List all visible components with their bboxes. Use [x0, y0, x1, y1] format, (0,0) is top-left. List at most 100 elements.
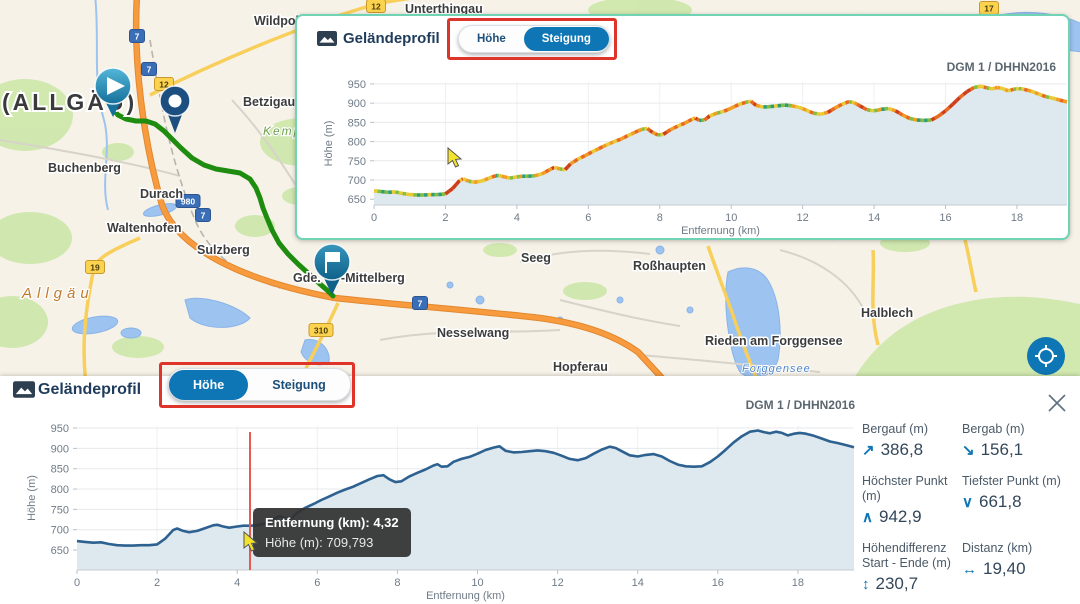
- stat-bergauf-icon: ↗: [862, 442, 875, 459]
- svg-text:2: 2: [154, 577, 160, 589]
- terrain-profile-icon: [317, 31, 337, 51]
- map-minor-roads: [0, 59, 991, 373]
- svg-text:0: 0: [371, 212, 377, 224]
- svg-text:4: 4: [514, 212, 520, 224]
- toggle-steigung[interactable]: Steigung: [523, 27, 609, 51]
- locate-button[interactable]: [1027, 337, 1065, 375]
- toggle-hoehe[interactable]: Höhe: [169, 369, 249, 400]
- svg-text:650: 650: [348, 194, 366, 206]
- toggle-steigung[interactable]: Steigung: [272, 377, 326, 392]
- map-label: Buchenberg: [48, 161, 121, 175]
- map-label: Nesselwang: [437, 326, 509, 340]
- road-shields: 7 7 12 12 980 7 19 7 310 17: [85, 0, 999, 337]
- svg-text:Entfernung (km): Entfernung (km): [426, 590, 505, 602]
- svg-text:10: 10: [725, 212, 737, 224]
- svg-text:10: 10: [471, 577, 483, 589]
- svg-text:6: 6: [585, 212, 591, 224]
- chart-plot-area[interactable]: [374, 82, 1067, 205]
- close-button[interactable]: [1044, 390, 1070, 416]
- stat-distanz-icon: ↔: [962, 561, 977, 578]
- svg-text:900: 900: [51, 443, 69, 455]
- road-shield: 310: [308, 323, 334, 337]
- stat-hoechster-punkt-icon: ∧: [862, 509, 873, 526]
- svg-text:7: 7: [147, 65, 152, 75]
- road-shield: 7: [129, 29, 145, 43]
- panel-title: Geländeprofil: [343, 30, 440, 47]
- stat-value: ↘ 156,1: [962, 440, 1024, 459]
- svg-text:950: 950: [348, 79, 366, 91]
- map-label: Sulzberg: [197, 243, 250, 257]
- map-label: Rieden am Forggensee: [705, 334, 843, 348]
- svg-text:Entfernung (km): Entfernung (km): [681, 225, 760, 237]
- close-icon: [1048, 394, 1066, 412]
- svg-text:14: 14: [868, 212, 880, 224]
- stat-label: Höhendifferenz Start - Ende (m): [862, 541, 951, 570]
- road-shield: 7: [195, 208, 211, 222]
- flag-icon: [325, 252, 340, 273]
- stat-label: Höchster Punkt (m): [862, 474, 948, 503]
- svg-text:17: 17: [984, 4, 994, 14]
- svg-text:4: 4: [234, 577, 240, 589]
- svg-text:700: 700: [348, 175, 366, 187]
- map-label: Halblech: [861, 306, 913, 320]
- svg-text:18: 18: [1011, 212, 1023, 224]
- stat-label: Bergauf (m): [862, 422, 928, 436]
- svg-text:12: 12: [551, 577, 563, 589]
- svg-text:950: 950: [51, 423, 69, 435]
- road-shield: 980: [175, 194, 201, 208]
- road-shield: 7: [141, 62, 157, 76]
- svg-text:Höhe (m): Höhe (m): [26, 475, 38, 521]
- svg-text:800: 800: [348, 137, 366, 149]
- svg-text:980: 980: [181, 197, 195, 207]
- start-marker[interactable]: [94, 67, 132, 117]
- stat-label: Bergab (m): [962, 422, 1025, 436]
- svg-text:12: 12: [797, 212, 809, 224]
- svg-text:6: 6: [314, 577, 320, 589]
- end-marker[interactable]: [313, 243, 351, 295]
- tooltip-elevation: Höhe (m): 709,793: [265, 535, 374, 550]
- svg-text:16: 16: [939, 212, 951, 224]
- terrain-profile-popup: Geländeprofil Höhe Steigung DGM 1 / DHHN…: [295, 14, 1070, 240]
- waypoint-marker[interactable]: [159, 85, 191, 133]
- svg-text:18: 18: [792, 577, 804, 589]
- map-label: Hopferau: [553, 360, 608, 374]
- svg-text:12: 12: [159, 80, 169, 90]
- chart-tooltip: Entfernung (km): 4,32 Höhe (m): 709,793: [253, 508, 411, 557]
- toggle-hoehe[interactable]: Höhe: [477, 33, 506, 45]
- svg-text:12: 12: [371, 2, 381, 12]
- stat-bergab-icon: ↘: [962, 442, 975, 459]
- svg-text:650: 650: [51, 545, 69, 557]
- map-label: Seeg: [521, 251, 551, 265]
- profile-mode-toggle: Höhe Steigung: [458, 25, 610, 53]
- svg-text:700: 700: [51, 525, 69, 537]
- svg-text:900: 900: [348, 98, 366, 110]
- stat-tiefster-punkt: Tiefster Punkt (m) ∨ 661,8: [962, 474, 1077, 527]
- stat-value: ↗ 386,8: [862, 440, 924, 459]
- svg-text:7: 7: [135, 32, 140, 42]
- svg-text:750: 750: [51, 504, 69, 516]
- chart-plot-area[interactable]: [77, 426, 854, 570]
- stat-label: Tiefster Punkt (m): [962, 474, 1061, 488]
- svg-text:800: 800: [51, 484, 69, 496]
- map-label: Unterthingau: [405, 2, 483, 16]
- map-label: Forggensee: [742, 363, 811, 375]
- stat-hoechster-punkt: Höchster Punkt (m) ∧ 942,9: [862, 474, 959, 527]
- elevation-model-label: DGM 1 / DHHN2016: [946, 60, 1056, 74]
- tooltip-distance: Entfernung (km): 4,32: [265, 515, 399, 530]
- stat-value: ∧ 942,9: [862, 507, 922, 526]
- map-label: Gde. Oy-Mittelberg: [293, 271, 405, 285]
- elevation-model-label: DGM 1 / DHHN2016: [745, 398, 855, 412]
- terrain-profile-panel: Geländeprofil Höhe Steigung DGM 1 / DHHN…: [0, 368, 1080, 604]
- elevation-chart-steigung[interactable]: 650 700 750 800 850 900 950 0 2 4 6 8 10 12 14 16 18 Entf…: [297, 16, 1072, 242]
- stat-label: Distanz (km): [962, 541, 1033, 555]
- stat-value: ↔ 19,40: [962, 559, 1026, 578]
- road-shield: 17: [979, 1, 999, 15]
- svg-text:7: 7: [418, 299, 423, 309]
- stat-tiefster-punkt-icon: ∨: [962, 494, 973, 511]
- route-line[interactable]: [109, 105, 336, 299]
- chart-hover-line: [249, 432, 251, 570]
- panel-title: Geländeprofil: [38, 381, 142, 398]
- stat-hoehendifferenz: Höhendifferenz Start - Ende (m) ↕ 230,7: [862, 541, 959, 594]
- stat-bergauf: Bergauf (m) ↗ 386,8: [862, 422, 959, 460]
- svg-text:0: 0: [74, 577, 80, 589]
